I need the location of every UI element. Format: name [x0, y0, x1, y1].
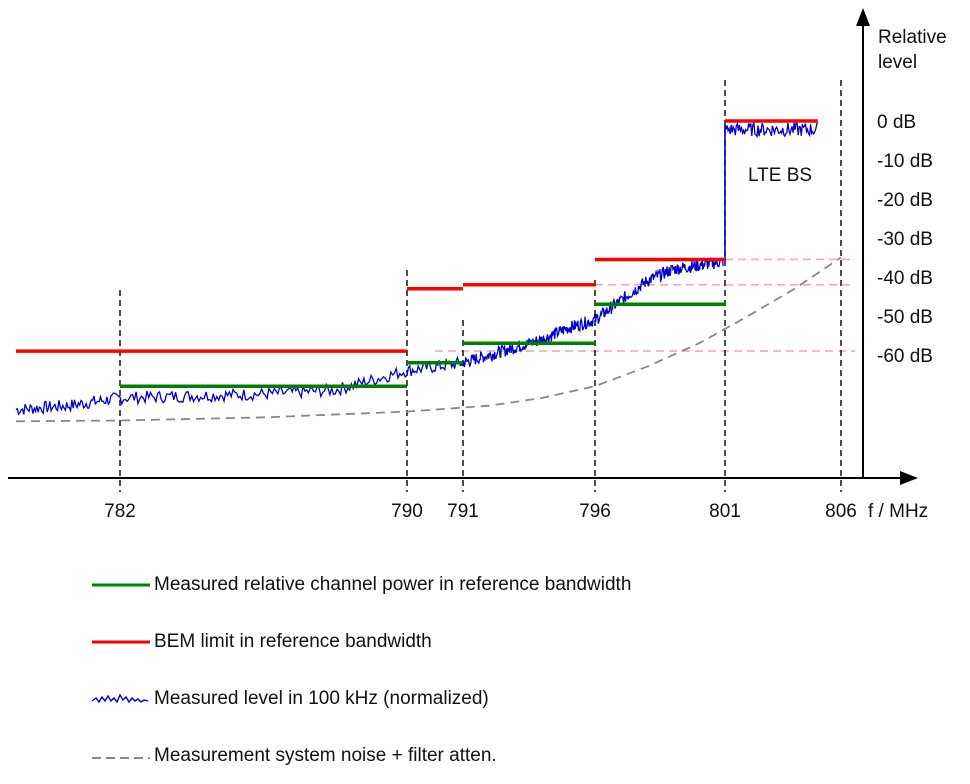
- legend-swatch-red: [92, 640, 150, 643]
- axes: [8, 8, 918, 485]
- noise-series: [15, 256, 842, 423]
- y-tick-label: -50 dB: [877, 307, 933, 328]
- legend-swatch-green: [92, 583, 150, 586]
- legend-item: BEM limit in reference bandwidth: [90, 613, 850, 670]
- x-axis-title: f / MHz: [868, 501, 928, 522]
- legend-label: Measurement system noise + filter atten.: [154, 744, 497, 766]
- noise-curve: [15, 256, 842, 423]
- measured-trace: [15, 257, 724, 416]
- channel-power-series: [120, 302, 725, 388]
- legend-swatch-blue: [91, 692, 149, 703]
- y-tick-label: -60 dB: [877, 346, 933, 367]
- legend-item: Measured relative channel power in refer…: [90, 556, 850, 613]
- y-tick-label: -40 dB: [877, 268, 933, 289]
- lte-bs-annotation: LTE BS: [748, 165, 812, 186]
- legend-item: Measurement system noise + filter atten.: [90, 727, 850, 784]
- measured-trace-series: [15, 120, 819, 416]
- y-axis-title-line2: level: [878, 52, 917, 73]
- y-tick-label: -10 dB: [877, 151, 933, 172]
- legend-label: BEM limit in reference bandwidth: [154, 630, 432, 652]
- x-tick-label: 791: [447, 501, 479, 522]
- x-axis-arrow: [900, 471, 918, 485]
- x-tick-label: 806: [825, 501, 857, 522]
- legend-item: Measured level in 100 kHz (normalized): [90, 670, 850, 727]
- y-tick-label: -20 dB: [877, 190, 933, 211]
- y-tick-label: -30 dB: [877, 229, 933, 250]
- x-tick-label: 790: [391, 501, 423, 522]
- y-axis-title-line1: Relative: [878, 27, 947, 48]
- legend-label: Measured relative channel power in refer…: [154, 573, 632, 595]
- x-tick-labels: 782 790 791 796 801 806: [104, 501, 857, 522]
- y-tick-label: 0 dB: [877, 112, 916, 133]
- legend: Measured relative channel power in refer…: [90, 556, 850, 784]
- legend-label: Measured level in 100 kHz (normalized): [154, 687, 489, 709]
- y-tick-labels: 0 dB -10 dB -20 dB -30 dB -40 dB -50 dB -60 dB: [877, 112, 933, 367]
- x-tick-label: 801: [709, 501, 741, 522]
- x-tick-label: 782: [104, 501, 136, 522]
- y-axis-arrow: [856, 8, 870, 26]
- bem-limit-series: [16, 119, 818, 353]
- x-tick-label: 796: [579, 501, 611, 522]
- chart-area: 782 790 791 796 801 806 0 dB -10 dB -20 dB -30 d…: [8, 8, 947, 522]
- inband-trace: [724, 120, 819, 139]
